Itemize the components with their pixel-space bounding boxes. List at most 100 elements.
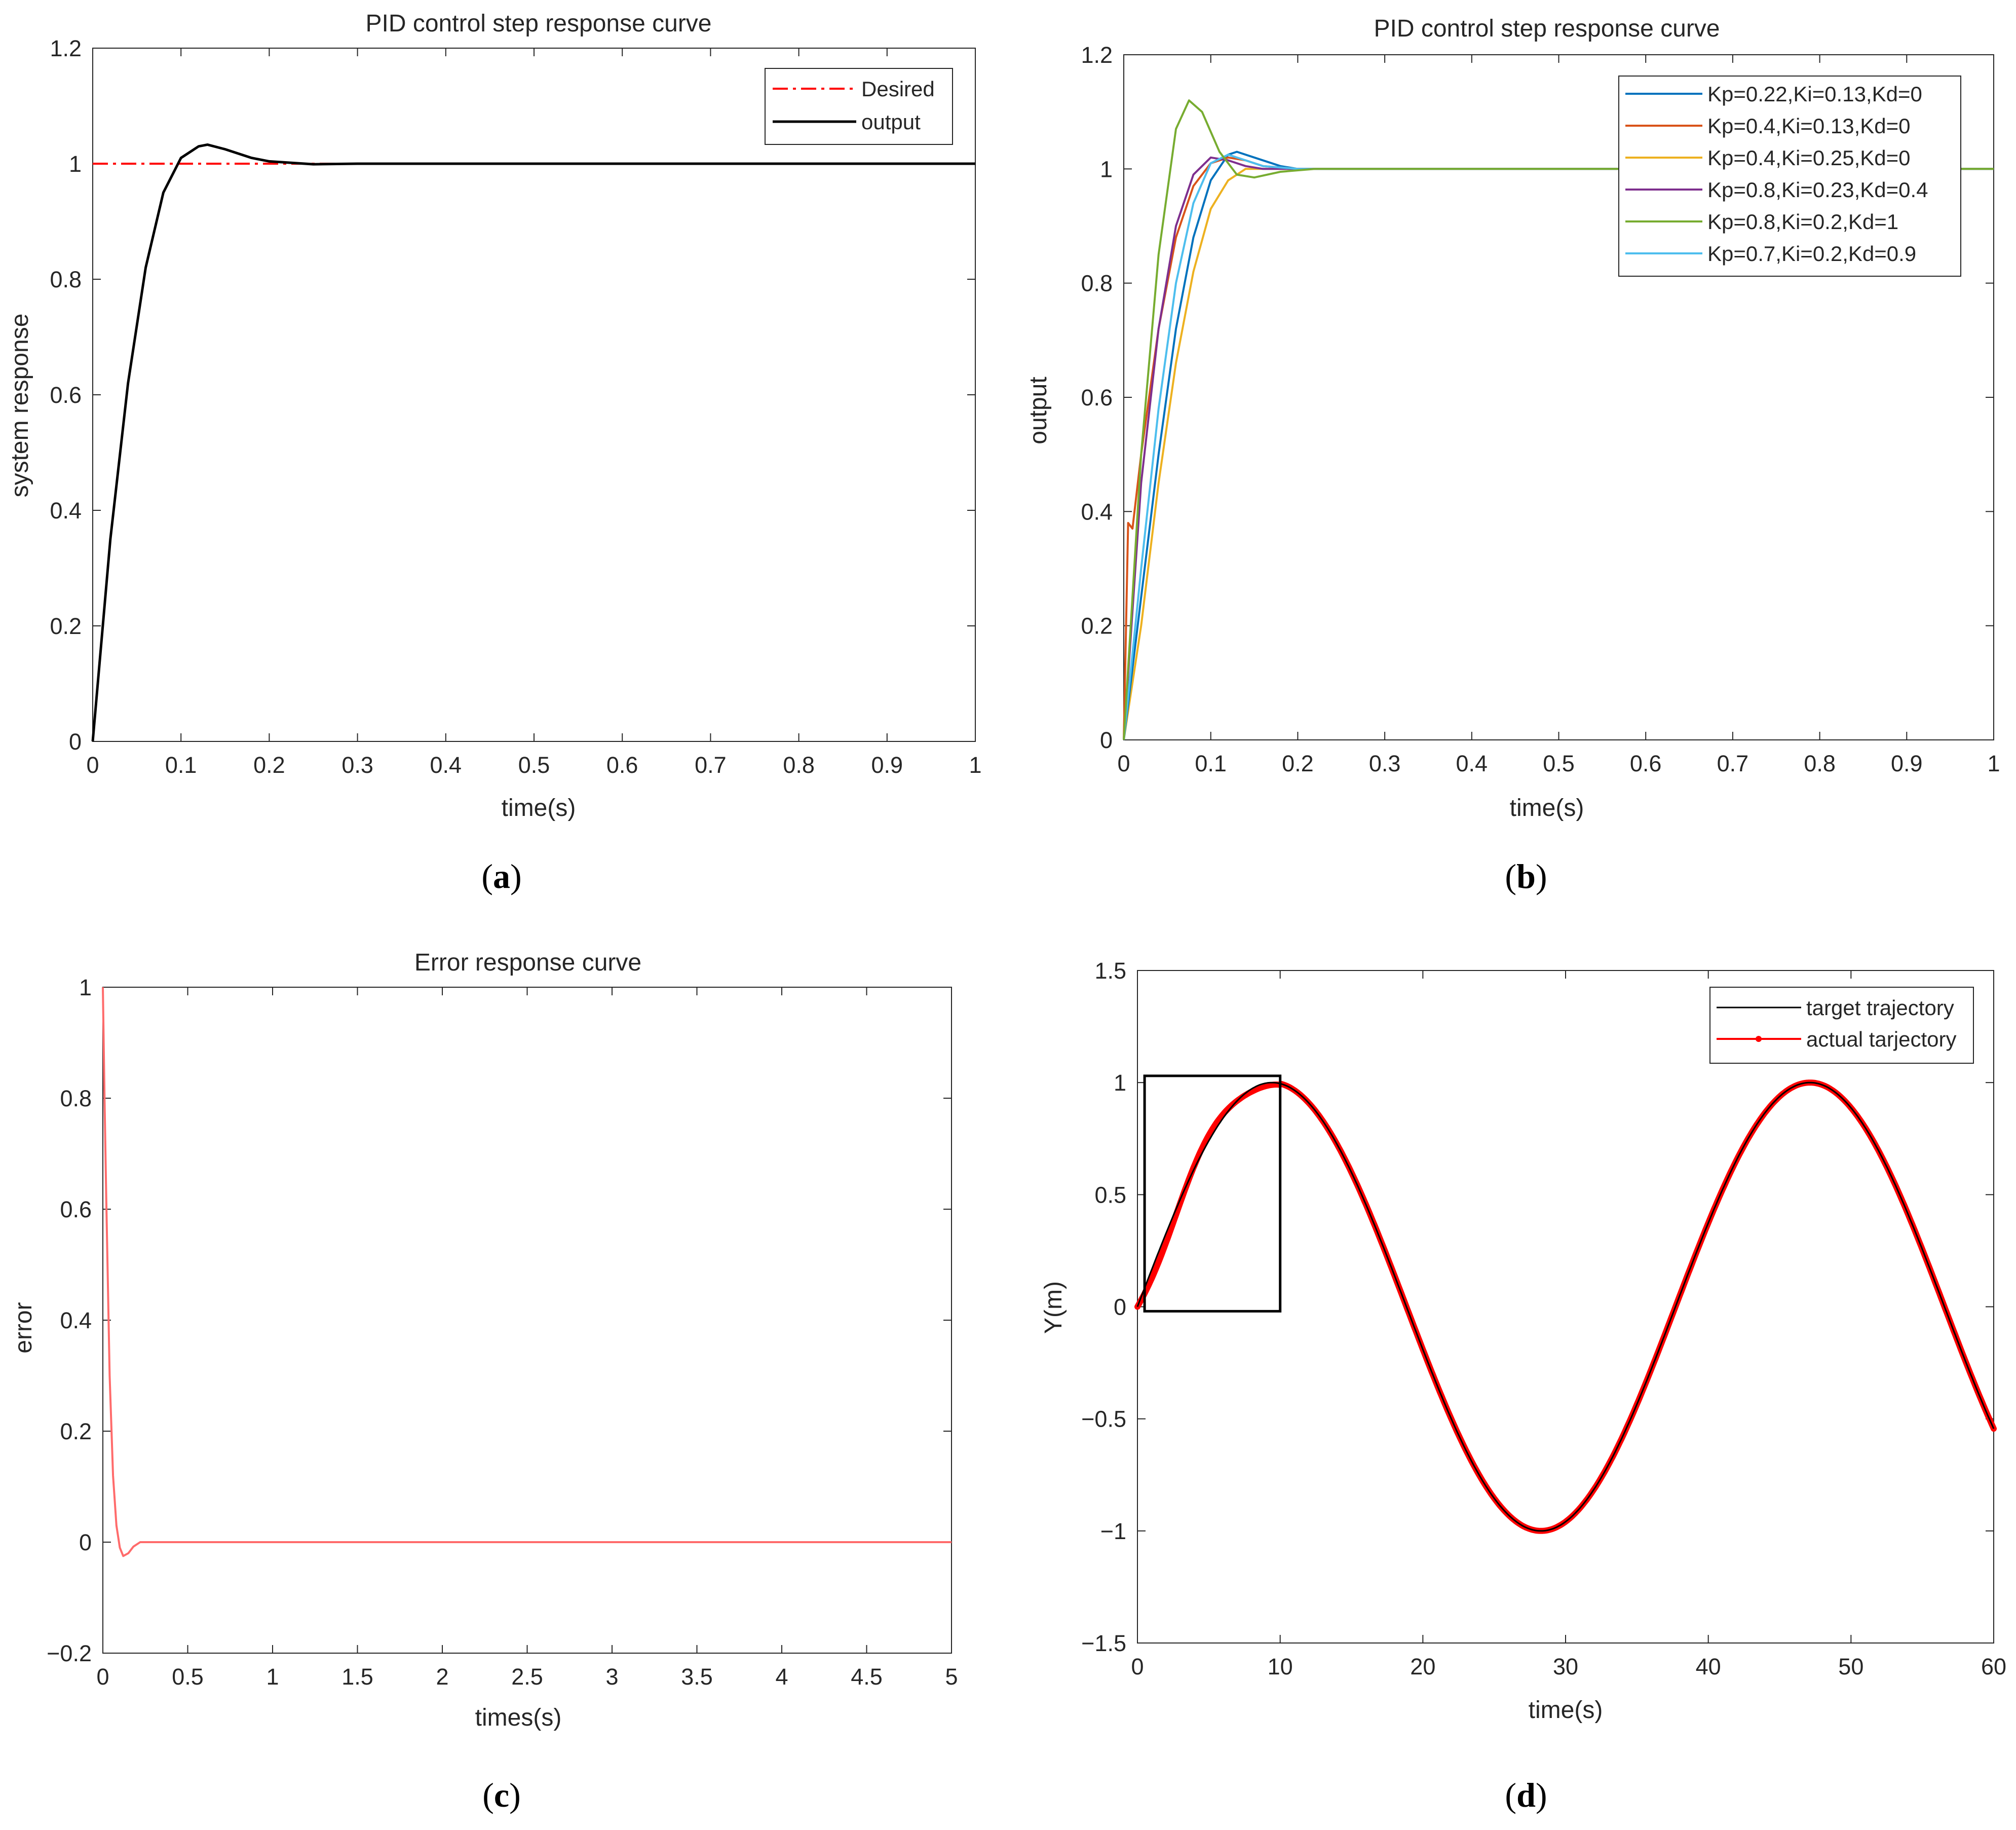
x-tick-label: 1 [969,752,981,778]
series-line-actual-trajectory [1134,1079,1997,1534]
y-tick-label: 0 [69,729,82,755]
x-tick-label: 0.7 [695,752,727,778]
caption-a: (a) [481,857,521,895]
x-tick-label: 0.1 [1195,751,1227,776]
y-tick-label: 1.5 [1094,958,1126,984]
x-tick-label: 60 [1981,1654,2006,1679]
series-line-error [102,987,952,1557]
x-tick-label: 0.5 [1543,751,1575,776]
y-tick-label: 0.4 [1081,499,1113,525]
y-tick-label: 0.8 [1081,271,1113,296]
caption-letter: d [1516,1776,1536,1814]
y-tick-label: 0 [1100,727,1113,753]
x-tick-label: 0.5 [518,752,550,778]
legend-label-series-2: Kp=0.4,Ki=0.13,Kd=0 [1707,114,1911,138]
y-tick-label: 0.6 [60,1197,92,1222]
y-tick-label: −0.2 [47,1640,92,1666]
y-tick-label: 0 [79,1529,92,1555]
legend-label-desired: Desired [861,77,935,101]
y-tick-label: 1 [1100,156,1113,182]
x-tick-label: 0.3 [341,752,373,778]
x-tick-label: 0.9 [1891,751,1923,776]
caption-letter: c [494,1776,509,1814]
svg-text:(a): (a) [481,857,521,895]
chart-title: Error response curve [414,949,641,976]
legend: Desired output [765,68,953,145]
legend-marker-actual [1756,1036,1762,1042]
x-tick-label: 1 [266,1664,279,1690]
x-tick-label: 20 [1410,1654,1435,1679]
legend-label-actual: actual tarjectory [1806,1027,1956,1051]
y-axis-label: error [10,1302,37,1353]
x-tick-label: 0.6 [606,752,638,778]
y-axis-label: system response [7,314,33,498]
x-tick-label: 30 [1553,1654,1578,1679]
y-axis-label: output [1025,377,1052,444]
svg-text:(b): (b) [1505,857,1547,895]
caption-letter: a [493,857,510,895]
y-tick-label: 0.5 [1094,1182,1126,1208]
svg-text:(c): (c) [482,1776,521,1814]
y-tick-label: 0.8 [50,267,82,292]
x-tick-label: 1 [1987,751,2000,776]
x-tick-label: 50 [1838,1654,1863,1679]
y-tick-label: 0.2 [60,1418,92,1444]
caption-letter: b [1516,857,1536,895]
panel-b-parameter-comparison-chart: PID control step response curve time(s) … [1025,15,2000,821]
y-tick-label: −1 [1100,1518,1126,1544]
x-tick-label: 2.5 [511,1664,543,1690]
y-tick-label: −0.5 [1081,1406,1126,1432]
x-axis-label: time(s) [1510,795,1584,821]
plot-frame [1137,970,1994,1644]
series-line-output [91,143,975,742]
panel-d-trajectory-chart: time(s) Y(m) 0 10 20 30 40 50 60 −1.5 −1 −0.5 0 0.5… [1040,958,2006,1724]
x-tick-label: 5 [945,1664,958,1690]
legend-label-series-4: Kp=0.8,Ki=0.23,Kd=0.4 [1707,178,1928,202]
legend: target trajectory actual tarjectory [1709,987,1974,1064]
x-axis-label: time(s) [502,795,576,821]
y-tick-label: 1 [69,151,82,177]
y-tick-label: 0.6 [50,382,82,408]
y-tick-label: 1.2 [1081,42,1113,68]
caption-d: (d) [1505,1776,1547,1814]
y-tick-label: 0.2 [1081,613,1113,639]
x-tick-label: 0.1 [165,752,197,778]
svg-text:(d): (d) [1505,1776,1547,1814]
x-tick-label: 1.5 [341,1664,373,1690]
x-tick-label: 4.5 [851,1664,883,1690]
y-tick-label: 1 [79,975,92,1000]
x-tick-label: 0 [1131,1654,1144,1679]
x-tick-label: 0.5 [172,1664,204,1690]
legend: Kp=0.22,Ki=0.13,Kd=0 Kp=0.4,Ki=0.13,Kd=0… [1618,76,1961,277]
y-tick-label: 0.4 [50,498,82,524]
x-tick-label: 0.8 [1804,751,1836,776]
y-tick-label: 0.8 [60,1086,92,1111]
x-tick-label: 3 [605,1664,618,1690]
x-tick-label: 10 [1268,1654,1293,1679]
x-tick-label: 0.8 [783,752,815,778]
x-tick-label: 0.7 [1717,751,1749,776]
legend-label-series-5: Kp=0.8,Ki=0.2,Kd=1 [1707,210,1898,234]
caption-c: (c) [482,1776,521,1814]
x-tick-label: 3.5 [681,1664,713,1690]
legend-box [765,68,953,145]
x-tick-label: 0.4 [430,752,462,778]
legend-label-output: output [861,110,921,134]
x-tick-label: 0.2 [1282,751,1314,776]
x-axis-label: time(s) [1529,1697,1603,1724]
plot-frame [102,987,952,1654]
x-tick-label: 0 [1117,751,1130,776]
y-tick-label: 0.4 [60,1308,92,1333]
y-tick-label: 0.2 [50,613,82,639]
series-line-target-trajectory [1136,1081,1995,1532]
y-axis-label: Y(m) [1040,1281,1067,1334]
y-tick-label: 0.6 [1081,385,1113,410]
caption-b: (b) [1505,857,1547,895]
y-tick-label: 1.2 [50,35,82,61]
x-tick-label: 40 [1696,1654,1721,1679]
series-line-5 [1123,99,1994,740]
x-tick-label: 0.6 [1630,751,1662,776]
y-tick-label: −1.5 [1081,1630,1126,1656]
chart-title: PID control step response curve [1374,15,1720,42]
